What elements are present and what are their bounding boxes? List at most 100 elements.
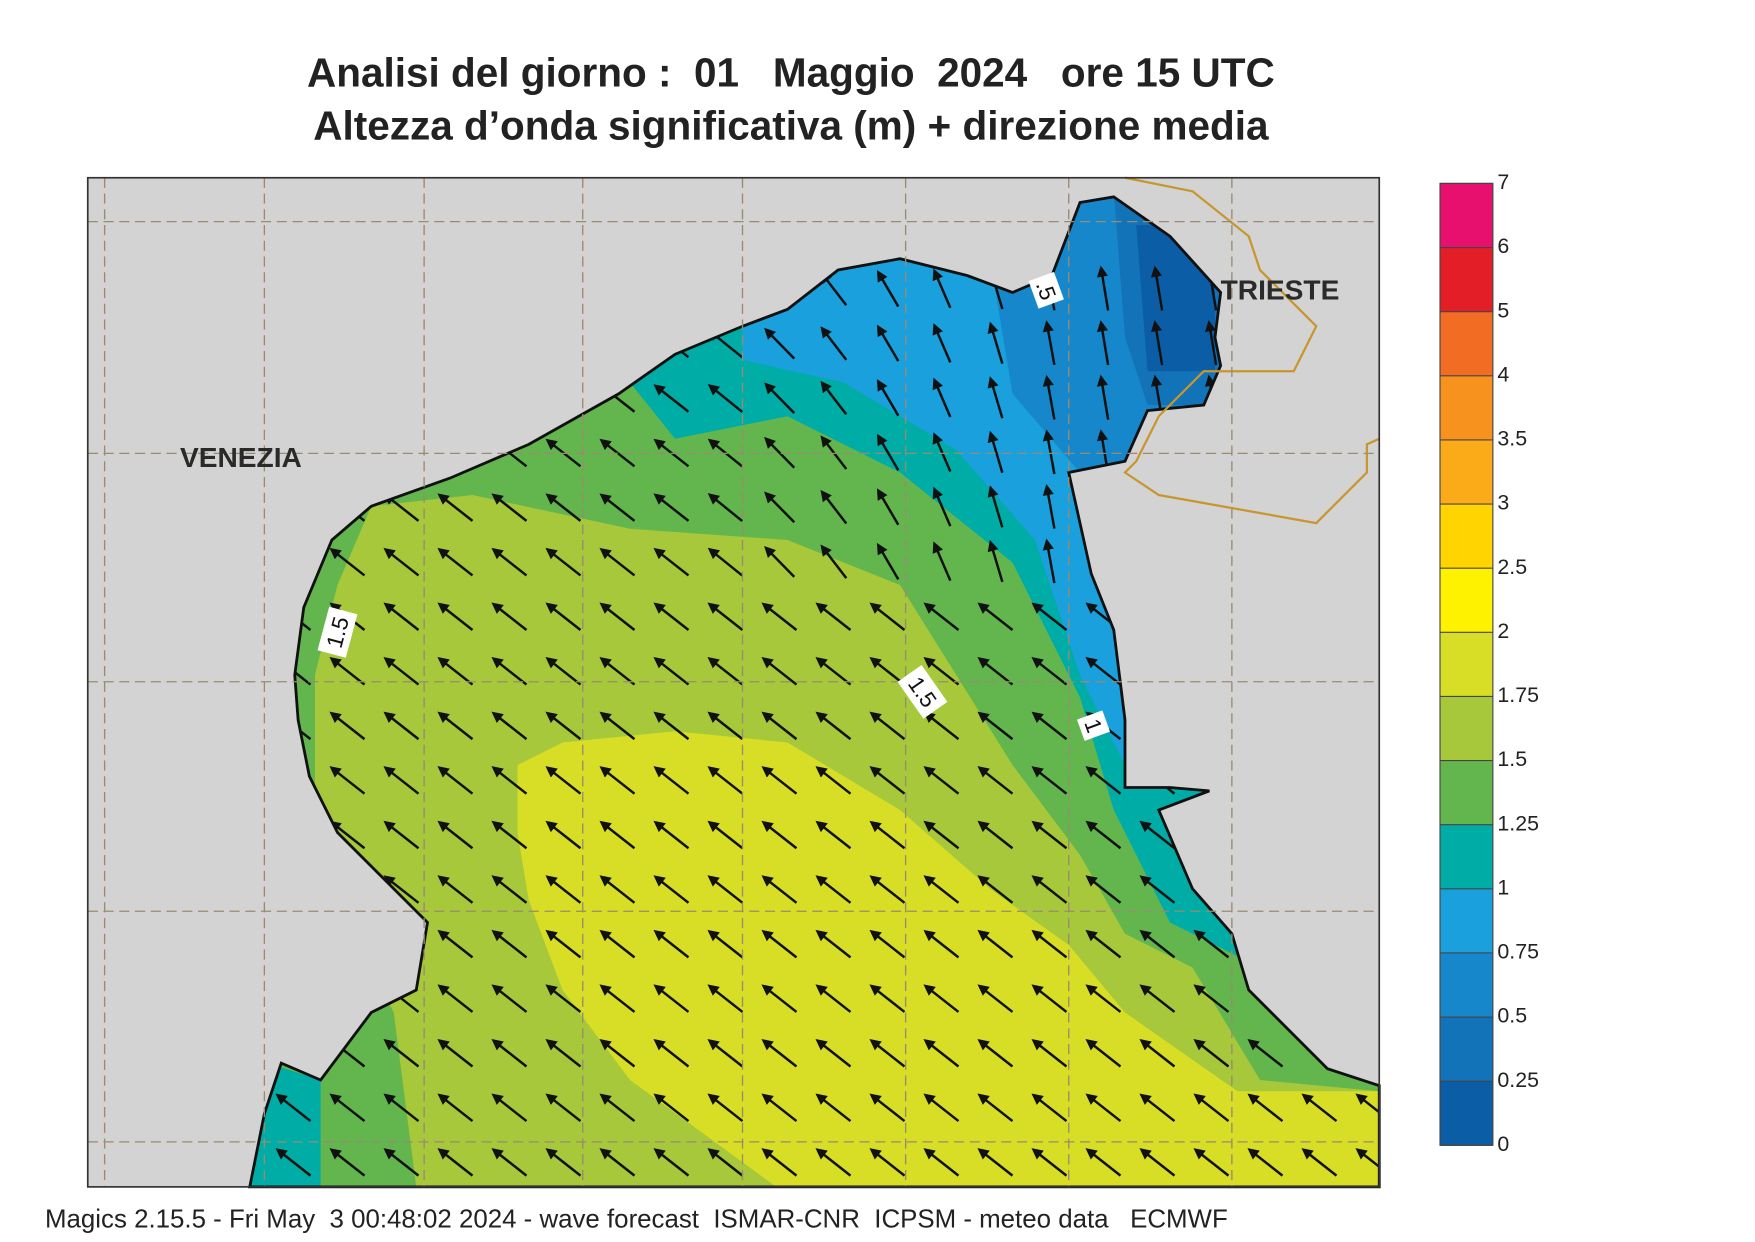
- arrow-head: [1301, 1093, 1314, 1105]
- arrow-head: [491, 711, 504, 723]
- arrow-head: [275, 1093, 288, 1105]
- colorbar-swatch: [1440, 1017, 1493, 1082]
- arrow-head: [977, 711, 990, 723]
- arrow-head: [1031, 984, 1044, 996]
- arrow-head: [869, 875, 882, 887]
- colorbar-swatch: [1440, 247, 1493, 312]
- arrow-head: [437, 1148, 450, 1160]
- arrow-head: [764, 546, 776, 559]
- arrow-head: [923, 602, 936, 614]
- colorbar: 0 0.25 0.5 0.75 1 1.25 1.5 1.75 2 2.5 3 3.5 4 5 6 7: [1439, 170, 1539, 1156]
- arrow-head: [977, 1038, 990, 1051]
- arrow-head: [707, 1093, 720, 1105]
- arrow-head: [545, 875, 558, 887]
- arrow-head: [1150, 374, 1163, 387]
- arrow-head: [1031, 929, 1044, 942]
- arrow-head: [1085, 1148, 1098, 1160]
- arrow-head: [329, 1093, 342, 1105]
- arrow: [1208, 324, 1218, 366]
- arrow-head: [869, 1038, 882, 1051]
- arrow-head: [923, 1038, 936, 1051]
- colorbar-tick-label: 1.75: [1497, 683, 1539, 707]
- colorbar-tick-label: 1.5: [1497, 747, 1527, 771]
- colorbar-swatch: [1440, 632, 1493, 697]
- arrow-head: [437, 984, 450, 996]
- arrow: [1045, 324, 1056, 366]
- arrow-head: [977, 984, 990, 996]
- arrow-head: [653, 547, 666, 560]
- arrow-head: [1139, 929, 1152, 942]
- arrow-head: [764, 327, 776, 340]
- arrow-head: [815, 875, 828, 887]
- arrow-head: [545, 493, 558, 505]
- arrow-head: [1193, 1093, 1206, 1105]
- arrow-head: [599, 1093, 612, 1105]
- arrow-head: [761, 984, 774, 996]
- arrow-head: [437, 547, 450, 560]
- arrow-head: [1247, 1148, 1260, 1160]
- arrow-head: [491, 766, 504, 778]
- arrow: [1154, 269, 1164, 311]
- map-frame: [86, 176, 1381, 1188]
- arrow-head: [437, 602, 450, 614]
- arrow-head: [815, 1148, 828, 1160]
- arrow-head: [1204, 320, 1217, 333]
- arrow-head: [932, 432, 944, 445]
- arrow-head: [1042, 320, 1054, 333]
- arrow-head: [653, 984, 666, 996]
- colorbar-swatch: [1440, 760, 1493, 825]
- colorbar-tick-label: 0.5: [1497, 1004, 1527, 1028]
- arrow-head: [491, 493, 504, 505]
- arrow-head: [1031, 711, 1044, 723]
- arrow-head: [437, 766, 450, 778]
- arrow-head: [977, 657, 990, 669]
- arrow-head: [820, 435, 832, 448]
- arrow-head: [1085, 766, 1098, 778]
- arrow-head: [437, 657, 450, 669]
- arrow-head: [761, 929, 774, 942]
- arrow-head: [383, 547, 396, 560]
- arrow-head: [491, 820, 504, 833]
- footer: Magics 2.15.5 - Fri May 3 00:48:02 2024 …: [45, 1205, 1228, 1233]
- arrow-head: [653, 820, 666, 833]
- colorbar-tick-label: 1.25: [1497, 811, 1539, 835]
- colorbar-swatch: [1440, 568, 1493, 633]
- contour-label: 1.5: [317, 606, 358, 658]
- arrow-head: [1042, 429, 1054, 442]
- arrow-head: [545, 1093, 558, 1105]
- arrow-head: [545, 1148, 558, 1160]
- arrow-head: [545, 766, 558, 778]
- arrow-head: [1042, 374, 1054, 387]
- arrow-head: [491, 875, 504, 887]
- border: [1123, 176, 1380, 525]
- arrow-head: [653, 657, 666, 669]
- arrow-head: [869, 602, 882, 614]
- colorbar-swatch: [1440, 888, 1493, 953]
- arrow-head: [1301, 1148, 1314, 1160]
- arrow-head: [707, 547, 721, 560]
- arrow-head: [987, 430, 999, 444]
- arrow-head: [1355, 1148, 1368, 1160]
- arrow-head: [815, 602, 828, 614]
- arrow-head: [599, 766, 612, 778]
- arrow-head: [869, 1148, 882, 1160]
- arrow-head: [1042, 483, 1054, 497]
- arrow-head: [707, 493, 721, 505]
- arrow-head: [1139, 1038, 1152, 1051]
- arrow-head: [653, 602, 666, 614]
- arrow-head: [1085, 929, 1098, 942]
- arrow-head: [876, 379, 888, 392]
- colorbar-swatch: [1440, 696, 1493, 761]
- arrow-head: [977, 875, 990, 887]
- arrow-head: [437, 929, 450, 942]
- arrow-head: [923, 820, 936, 833]
- arrow-head: [545, 602, 558, 614]
- arrow-head: [761, 820, 774, 833]
- arrow-head: [1193, 1148, 1206, 1160]
- arrow-head: [1139, 1148, 1152, 1160]
- arrow-head: [491, 1148, 504, 1160]
- arrow-head: [1139, 875, 1152, 887]
- arrow-head: [599, 711, 612, 723]
- arrow-head: [923, 929, 936, 942]
